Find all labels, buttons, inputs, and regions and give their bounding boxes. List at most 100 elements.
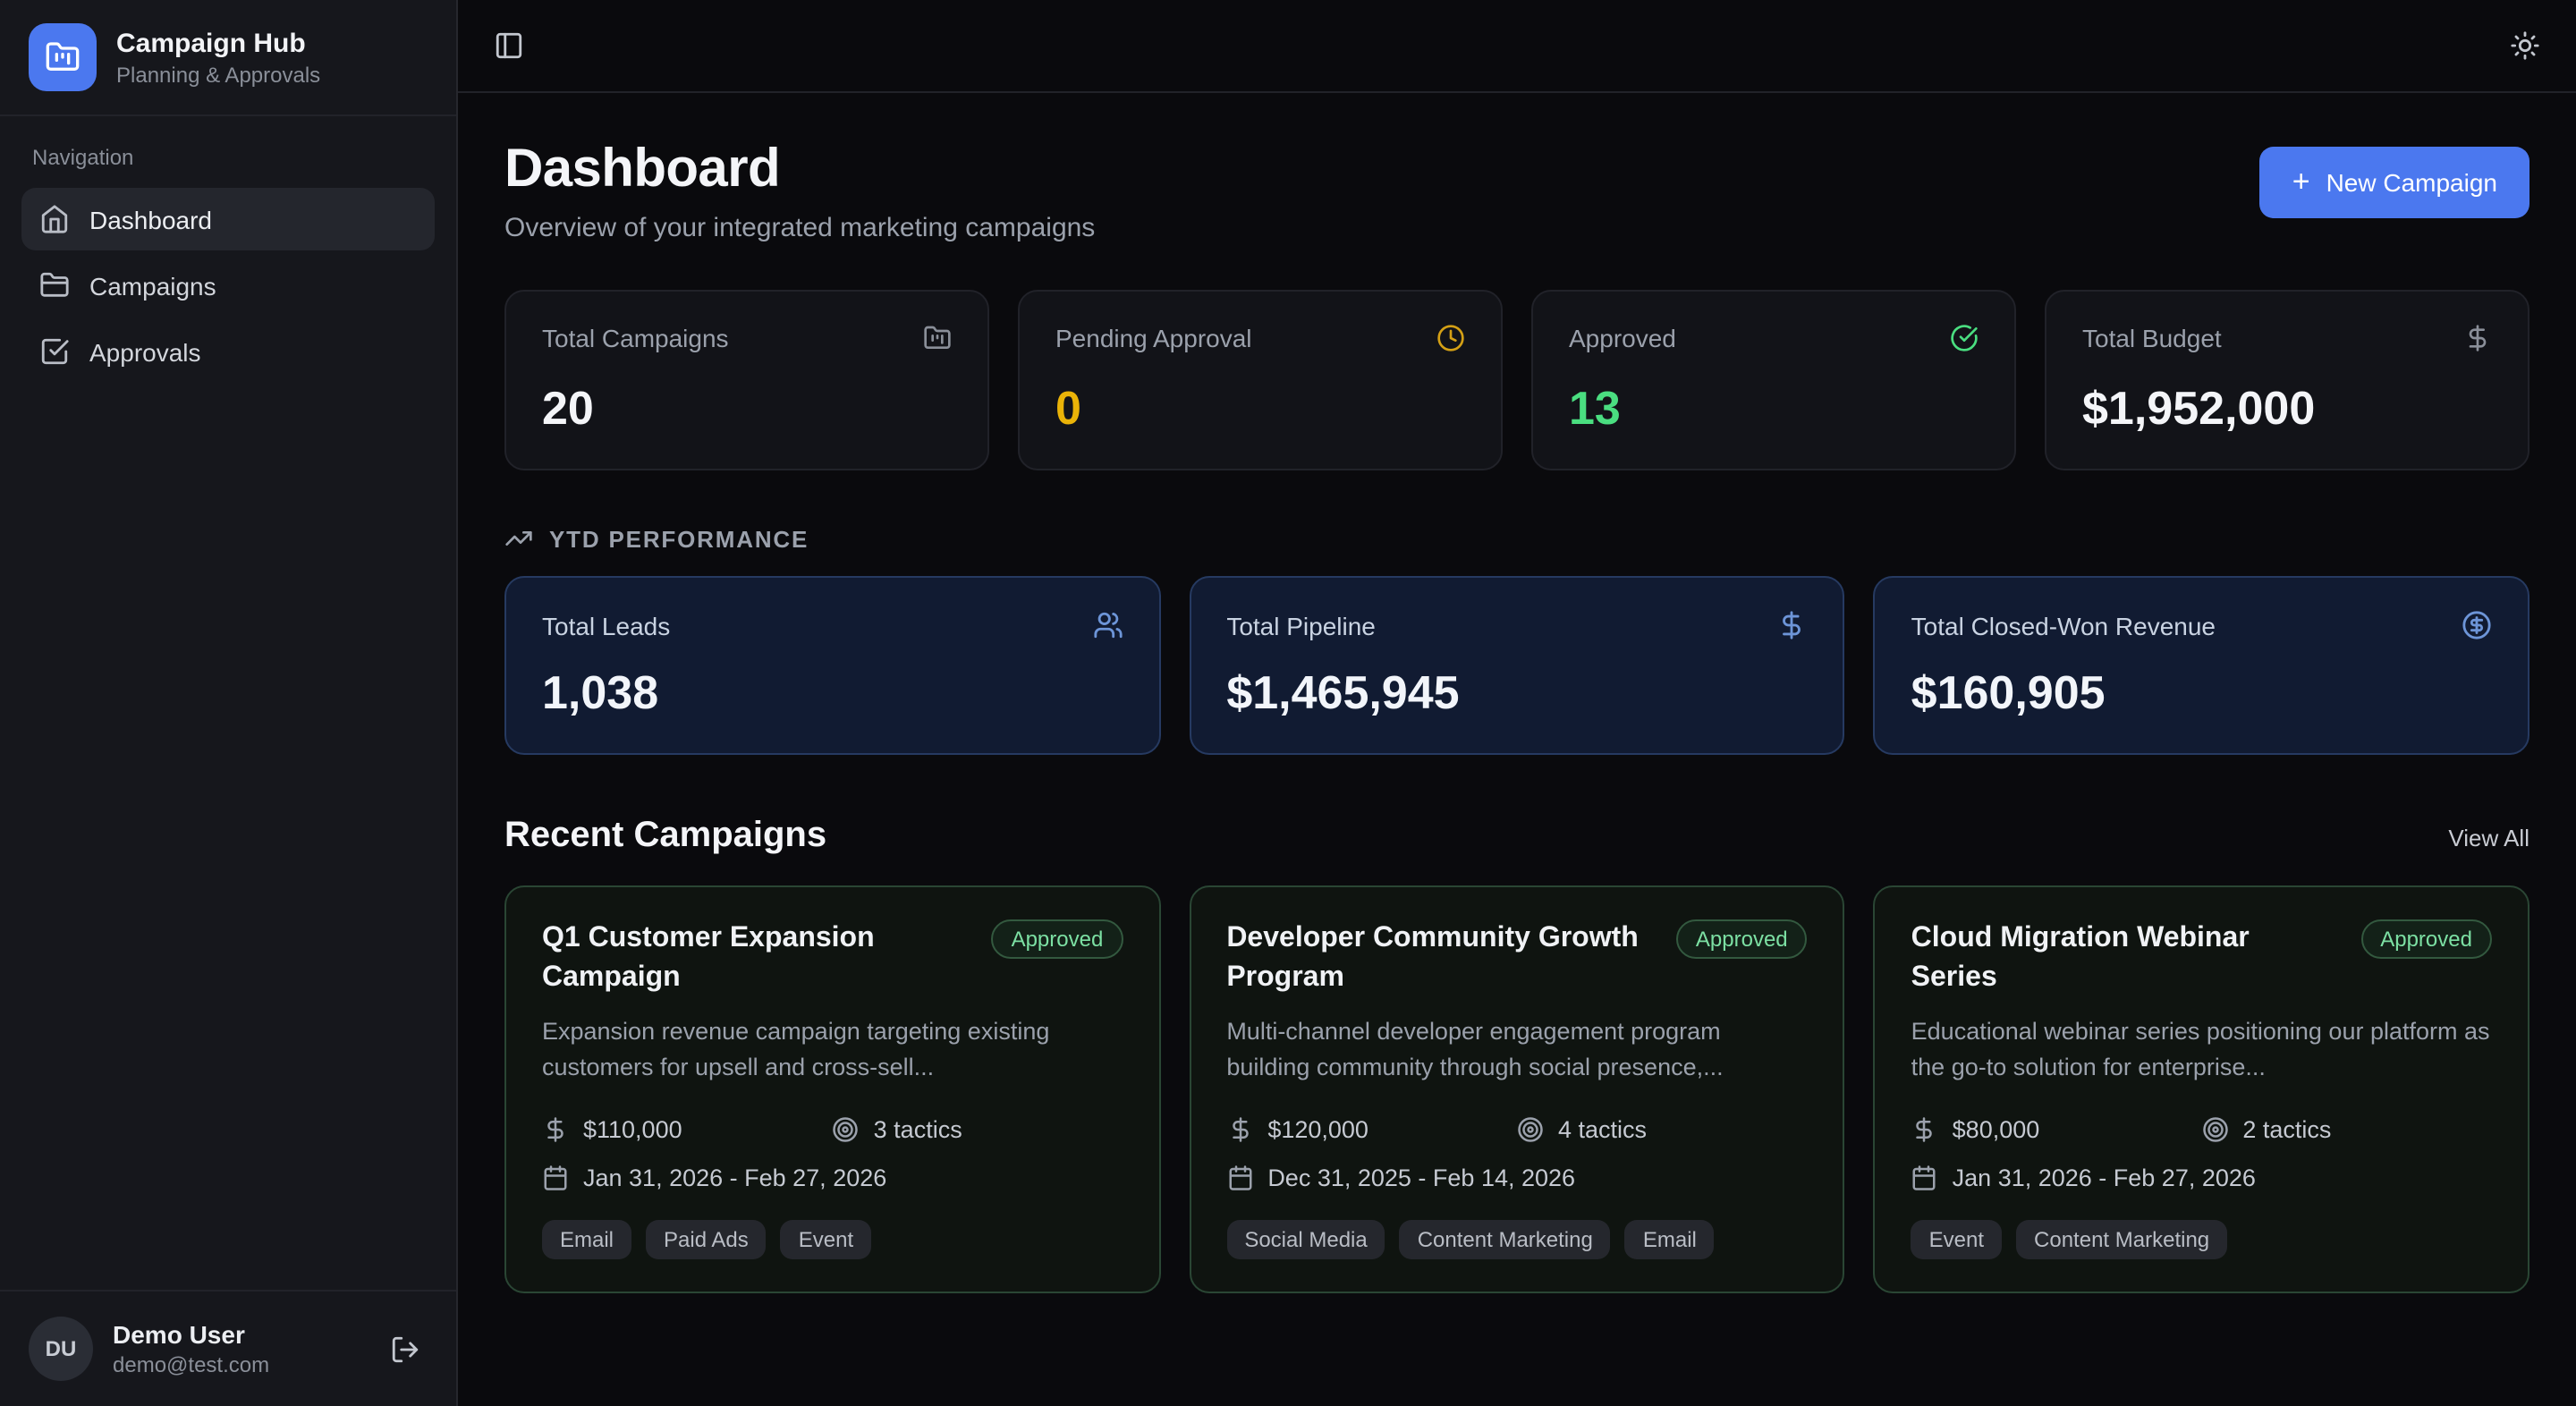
ytd-card-total-pipeline: Total Pipeline $1,465,945 [1189,576,1845,755]
tag: Event [1911,1219,2003,1259]
plus-icon: + [2292,165,2310,199]
new-campaign-label: New Campaign [2326,168,2497,197]
target-icon [2201,1115,2228,1142]
app-brand: Campaign Hub Planning & Approvals [0,0,456,116]
tag: Content Marketing [2016,1219,2228,1259]
campaign-card[interactable]: Cloud Migration Webinar Series Approved … [1873,885,2529,1293]
sidebar-toggle-button[interactable] [487,23,531,68]
folder-icon [39,270,70,301]
clock-icon [1436,324,1465,352]
stat-value: 0 [1055,381,1081,435]
sidebar-item-label: Dashboard [89,205,212,233]
dates-value: Dec 31, 2025 - Feb 14, 2026 [1267,1164,1576,1191]
stat-value: 20 [542,381,594,435]
campaign-title: Cloud Migration Webinar Series [1911,923,2250,993]
campaign-tactics: 3 tactics [833,1115,1123,1142]
status-badge: Approved [2360,919,2492,959]
calendar-icon [1226,1164,1253,1190]
status-badge: Approved [991,919,1123,959]
campaign-description: Multi-channel developer engagement progr… [1226,1018,1724,1081]
dollar-icon [1777,610,1808,640]
folder-icon [923,324,952,352]
campaign-tags: Social Media Content Marketing Email [1226,1219,1807,1259]
ytd-grid: Total Leads 1,038 Total Pipeline $1 [504,576,2529,755]
tag: Social Media [1226,1219,1385,1259]
check-square-icon [39,336,70,367]
trending-up-icon [504,524,533,553]
sidebar-item-dashboard[interactable]: Dashboard [21,188,435,250]
page-subtitle: Overview of your integrated marketing ca… [504,213,1096,243]
budget-value: $80,000 [1952,1115,2040,1143]
ytd-value: $160,905 [1911,665,2106,719]
campaign-dates: Jan 31, 2026 - Feb 27, 2026 [1911,1164,2492,1190]
dates-value: Jan 31, 2026 - Feb 27, 2026 [583,1164,887,1191]
theme-toggle-button[interactable] [2503,23,2547,68]
sidebar-nav: Navigation Dashboard Campaigns Approvals [0,116,456,415]
dates-value: Jan 31, 2026 - Feb 27, 2026 [1952,1164,2256,1191]
budget-value: $110,000 [583,1115,682,1143]
stat-card-total-campaigns: Total Campaigns 20 [504,290,989,470]
campaign-tags: Email Paid Ads Event [542,1219,1123,1259]
avatar: DU [29,1317,93,1381]
home-icon [39,204,70,234]
tag: Event [780,1219,872,1259]
user-panel: DU Demo User demo@test.com [0,1290,456,1406]
campaign-tactics: 2 tactics [2201,1115,2492,1142]
target-icon [1517,1115,1544,1142]
campaign-title: Q1 Customer Expansion Campaign [542,923,875,993]
dollar-icon [1911,1115,1938,1142]
stat-card-pending-approval: Pending Approval 0 [1018,290,1503,470]
nav-section-label: Navigation [32,145,134,170]
campaign-card[interactable]: Q1 Customer Expansion Campaign Approved … [504,885,1161,1293]
sidebar: Campaign Hub Planning & Approvals Naviga… [0,0,458,1406]
ytd-card-total-leads: Total Leads 1,038 [504,576,1161,755]
view-all-link[interactable]: View All [2448,825,2529,851]
ytd-section-label: YTD PERFORMANCE [549,525,809,552]
stats-grid: Total Campaigns 20 Pending Approval [504,290,2529,470]
calendar-icon [1911,1164,1938,1190]
check-circle-icon [1950,324,1979,352]
tag: Paid Ads [646,1219,767,1259]
campaign-card[interactable]: Developer Community Growth Program Appro… [1189,885,1845,1293]
ytd-card-closed-won-revenue: Total Closed-Won Revenue $160,905 [1873,576,2529,755]
tag: Email [542,1219,632,1259]
tactics-value: 2 tactics [2242,1115,2332,1143]
user-name: Demo User [113,1320,245,1349]
sidebar-item-label: Approvals [89,337,201,366]
campaign-budget: $110,000 [542,1115,833,1142]
status-badge: Approved [1675,919,1808,959]
app-logo [29,23,97,91]
ytd-label: Total Closed-Won Revenue [1911,611,2216,639]
campaign-budget: $120,000 [1226,1115,1517,1142]
calendar-icon [542,1164,569,1190]
sidebar-item-approvals[interactable]: Approvals [21,320,435,383]
new-campaign-button[interactable]: + New Campaign [2259,147,2529,218]
ytd-label: Total Pipeline [1226,611,1376,639]
folder-kanban-icon [45,39,80,75]
users-icon [1092,610,1123,640]
campaigns-grid: Q1 Customer Expansion Campaign Approved … [504,885,2529,1293]
stat-card-total-budget: Total Budget $1,952,000 [2045,290,2529,470]
app-title: Campaign Hub [116,28,306,58]
campaign-tags: Event Content Marketing [1911,1219,2492,1259]
circle-dollar-icon [2462,610,2492,640]
tactics-value: 3 tactics [873,1115,962,1143]
sidebar-item-campaigns[interactable]: Campaigns [21,254,435,317]
ytd-value: $1,465,945 [1226,665,1460,719]
sun-icon [2510,30,2540,61]
campaign-dates: Jan 31, 2026 - Feb 27, 2026 [542,1164,1123,1190]
dollar-icon [1226,1115,1253,1142]
main-area: Dashboard Overview of your integrated ma… [458,0,2576,1406]
campaign-description: Educational webinar series positioning o… [1911,1018,2490,1081]
stat-label: Approved [1569,324,1676,352]
dollar-icon [2463,324,2492,352]
logout-button[interactable] [383,1326,428,1371]
logout-icon [390,1334,420,1364]
stat-card-approved: Approved 13 [1531,290,2016,470]
dashboard-content: Dashboard Overview of your integrated ma… [458,93,2576,1406]
page-title: Dashboard [504,140,781,199]
user-email: demo@test.com [113,1352,270,1377]
tag: Content Marketing [1399,1219,1611,1259]
budget-value: $120,000 [1267,1115,1368,1143]
